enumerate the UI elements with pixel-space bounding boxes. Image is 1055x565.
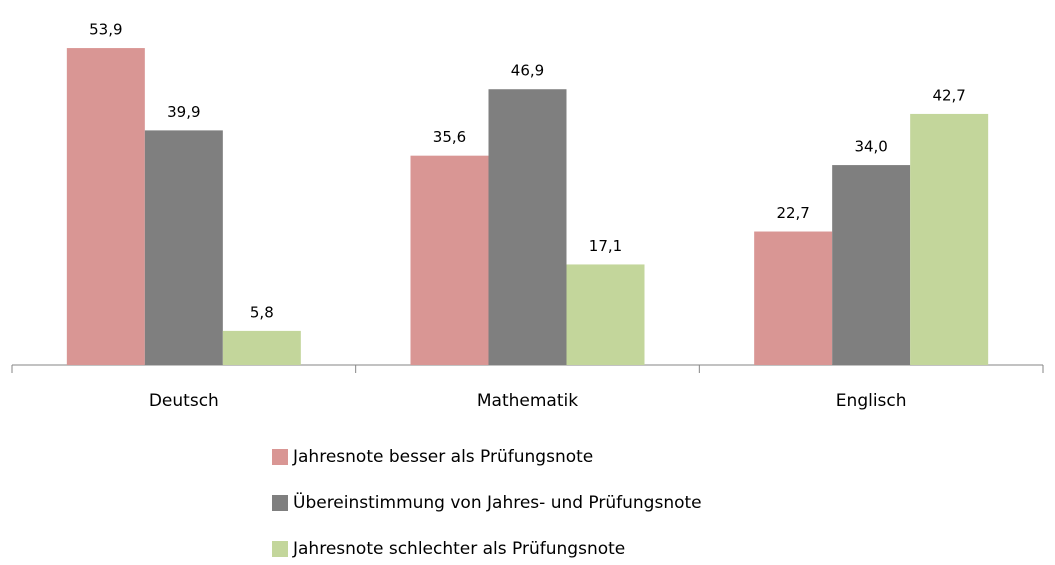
bar — [832, 165, 911, 365]
bar — [144, 130, 223, 365]
data-label: 17,1 — [589, 237, 622, 255]
data-label: 22,7 — [776, 204, 809, 222]
data-label: 53,9 — [89, 21, 122, 39]
bar — [66, 48, 145, 366]
data-label: 42,7 — [932, 86, 965, 104]
legend-swatch — [272, 541, 288, 557]
x-tick-label: Englisch — [836, 391, 907, 411]
x-tick-label: Deutsch — [149, 391, 219, 411]
x-tick-label: Mathematik — [477, 391, 578, 411]
bar — [222, 330, 301, 365]
bar — [910, 113, 989, 365]
bar — [410, 155, 489, 365]
legend-swatch — [272, 495, 288, 511]
data-label: 39,9 — [167, 103, 200, 121]
bar — [488, 89, 567, 365]
data-label: 46,9 — [511, 62, 544, 80]
bar — [566, 264, 645, 365]
legend-label: Jahresnote besser als Prüfungsnote — [292, 447, 593, 467]
legend-label: Jahresnote schlechter als Prüfungsnote — [292, 539, 625, 559]
data-label: 35,6 — [433, 128, 466, 146]
legend-label: Übereinstimmung von Jahres- und Prüfungs… — [293, 491, 702, 513]
bar — [754, 231, 833, 365]
data-label: 5,8 — [250, 303, 274, 321]
data-label: 34,0 — [854, 138, 887, 156]
legend-swatch — [272, 449, 288, 465]
